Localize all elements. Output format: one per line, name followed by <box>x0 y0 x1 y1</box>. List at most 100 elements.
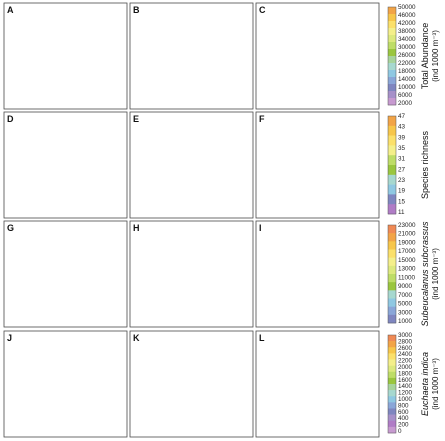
panel-b: B <box>129 2 254 110</box>
panel-j: J <box>3 330 128 438</box>
colorbar-tick-label: 15000 <box>398 257 416 264</box>
colorbar-tick-label: 27 <box>398 166 406 173</box>
colorbar-frame <box>387 115 397 215</box>
colorbar-tick-label: 39 <box>398 134 406 141</box>
colorbar-tick-label: 3000 <box>398 309 413 316</box>
panel-label: G <box>7 223 14 233</box>
colorbar-swatch <box>388 335 396 342</box>
panel-label: D <box>7 114 14 124</box>
colorbar-tick-label: 38000 <box>398 28 416 35</box>
colorbar-swatch <box>388 116 396 127</box>
colorbar-tick-label: 0 <box>398 428 402 435</box>
colorbar-swatch <box>388 184 396 195</box>
colorbar-swatch <box>388 402 396 409</box>
colorbar-tick-label: 2600 <box>398 345 413 352</box>
colorbar-swatch <box>388 125 396 136</box>
colorbar-tick-label: 50000 <box>398 4 416 11</box>
colorbar-tick-label: 34000 <box>398 36 416 43</box>
colorbar-tick-label: 23000 <box>398 222 416 229</box>
colorbar-swatch <box>388 241 396 250</box>
colorbar-tick-label: 400 <box>398 415 409 422</box>
colorbar-tick-label: 47 <box>398 113 406 120</box>
colorbar-swatch <box>388 21 396 29</box>
colorbar-tick-label: 11000 <box>398 274 416 281</box>
colorbar-swatch <box>388 359 396 366</box>
panel-frame <box>255 111 380 219</box>
colorbar-title: Euchaeta indica <box>420 352 430 416</box>
colorbar-tick-label: 23 <box>398 177 406 184</box>
panel-label: B <box>133 5 140 15</box>
colorbar-swatch <box>388 225 396 234</box>
colorbar-swatch <box>388 7 396 15</box>
colorbar-swatch <box>388 194 396 205</box>
panel-k: K <box>129 330 254 438</box>
colorbar-tick-label: 600 <box>398 409 409 416</box>
colorbar-tick-label: 1000 <box>398 318 413 325</box>
colorbar-swatch <box>388 204 396 215</box>
colorbar-swatch <box>388 347 396 354</box>
colorbar-swatch <box>388 274 396 283</box>
colorbar-tick-label: 1600 <box>398 377 413 384</box>
panel-h: H <box>129 220 254 328</box>
panel-frame <box>3 111 128 219</box>
colorbar-tick-label: 200 <box>398 422 409 429</box>
colorbar-tick-label: 42000 <box>398 20 416 27</box>
colorbar-swatch <box>388 377 396 385</box>
panel-label: H <box>133 223 140 233</box>
panel-d: D <box>3 111 128 219</box>
panel-label: J <box>7 333 12 343</box>
colorbar-tick-label: 800 <box>398 402 409 409</box>
colorbar-swatch <box>388 257 396 267</box>
colorbar-swatch <box>388 35 396 43</box>
panel-i: I <box>255 220 380 328</box>
colorbar-swatch <box>388 426 396 434</box>
colorbar-2: 47 43 39 35 31 27 23 19 15 11 Species richness <box>387 113 430 216</box>
colorbar-swatch <box>388 165 396 176</box>
colorbar-4: 3000280026002400220020001800160014001200… <box>387 332 440 435</box>
colorbar-swatch <box>388 298 396 307</box>
colorbar-tick-label: 2200 <box>398 358 413 365</box>
colorbar-swatch <box>388 265 396 275</box>
colorbar-swatch <box>388 42 396 50</box>
colorbar-swatch <box>388 155 396 166</box>
panel-frame <box>3 220 128 328</box>
colorbar-swatch <box>388 420 396 428</box>
colorbar-frame <box>387 224 397 324</box>
colorbar-swatch <box>388 49 396 57</box>
colorbar-tick-label: 18000 <box>398 68 416 75</box>
colorbar-tick-label: 26000 <box>398 52 416 59</box>
colorbar-tick-label: 22000 <box>398 60 416 67</box>
colorbar-tick-label: 2000 <box>398 100 413 107</box>
panel-frame <box>255 2 380 110</box>
colorbar-swatch <box>388 341 396 348</box>
colorbar-tick-label: 19 <box>398 188 406 195</box>
colorbar-swatch <box>388 98 396 106</box>
colorbar-tick-label: 7000 <box>398 292 413 299</box>
colorbar-tick-label: 15 <box>398 198 406 205</box>
colorbar-tick-label: 14000 <box>398 76 416 83</box>
colorbar-swatch <box>388 14 396 22</box>
panel-frame <box>255 330 380 438</box>
colorbar-title: Subeucalanus subcrassus <box>420 221 430 327</box>
colorbar-swatch <box>388 353 396 360</box>
colorbar-tick-label: 17000 <box>398 248 416 255</box>
colorbar-1: 5000046000420003800034000300002600022000… <box>387 4 440 107</box>
colorbar-swatch <box>388 408 396 415</box>
panel-frame <box>129 220 254 328</box>
panel-label: F <box>259 114 265 124</box>
colorbar-tick-label: 2000 <box>398 364 413 371</box>
colorbar-title: Species richness <box>420 130 430 199</box>
colorbar-tick-label: 21000 <box>398 231 416 238</box>
panel-frame <box>129 330 254 438</box>
panel-label: L <box>259 333 265 343</box>
panel-g: G <box>3 220 128 328</box>
colorbar-unit: (ind 1000 m⁻³) <box>431 248 440 300</box>
colorbar-swatch <box>388 145 396 156</box>
panel-f: F <box>255 111 380 219</box>
colorbar-tick-label: 19000 <box>398 240 416 247</box>
colorbar-swatch <box>388 384 396 391</box>
colorbar-swatch <box>388 249 396 258</box>
colorbar-swatch <box>388 390 396 397</box>
colorbar-tick-label: 11 <box>398 209 405 216</box>
